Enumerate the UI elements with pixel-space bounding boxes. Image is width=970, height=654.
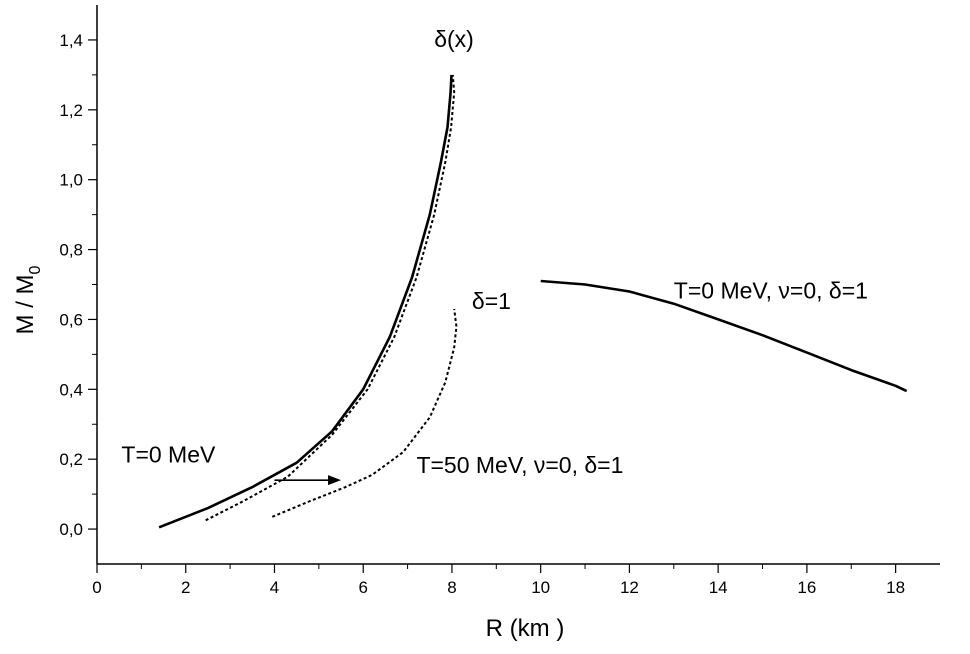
annotation-label: T=50 MeV, ν=0, δ=1 — [416, 452, 623, 478]
y-tick-label: 1,0 — [59, 171, 83, 190]
y-tick-label: 1,2 — [59, 101, 83, 120]
x-tick-label: 2 — [181, 578, 190, 597]
x-tick-label: 8 — [447, 578, 456, 597]
y-axis-title-main: M / M — [12, 274, 39, 334]
x-tick-label: 18 — [886, 578, 905, 597]
y-tick-label: 0,6 — [59, 310, 83, 329]
x-tick-label: 10 — [531, 578, 550, 597]
y-tick-label: 0,4 — [59, 380, 83, 399]
x-tick-label: 12 — [620, 578, 639, 597]
y-axis-title: M / M0 — [12, 265, 44, 334]
series-line-4 — [540, 279, 908, 393]
y-tick-label: 0,2 — [59, 450, 83, 469]
x-tick-label: 16 — [797, 578, 816, 597]
y-ticks: 0,0 0,2 0,4 0,6 0,8 1,0 1,2 1,4 — [59, 31, 97, 539]
y-tick-label: 0,8 — [59, 241, 83, 260]
x-tick-label: 0 — [92, 578, 101, 597]
arrow — [274, 475, 342, 486]
series-line-1 — [158, 74, 453, 529]
series-line-3 — [271, 308, 458, 518]
annotation-label: δ(x) — [434, 26, 474, 52]
annotation-label: δ=1 — [472, 288, 511, 314]
x-tick-label: 4 — [270, 578, 279, 597]
x-tick-label: 6 — [358, 578, 367, 597]
annotations: δ(x) δ=1 T=0 MeV, ν=0, δ=1 T=0 MeV T=50 MeV,… — [121, 26, 868, 478]
x-tick-label: 14 — [709, 578, 728, 597]
x-ticks: 0 2 4 6 8 10 12 14 16 18 — [92, 564, 905, 597]
x-axis-title: R (km ) — [486, 615, 565, 642]
annotation-label: T=0 MeV, ν=0, δ=1 — [674, 277, 868, 303]
y-tick-label: 0,0 — [59, 520, 83, 539]
arrow-head — [328, 475, 342, 486]
y-axis-title-sub: 0 — [27, 265, 44, 274]
y-tick-label: 1,4 — [59, 31, 83, 50]
annotation-label: T=0 MeV — [121, 442, 216, 468]
